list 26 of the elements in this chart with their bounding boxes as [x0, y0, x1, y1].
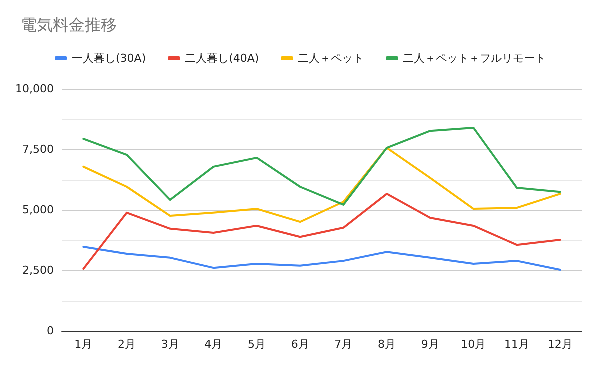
- legend-label: 二人＋ペット: [298, 52, 364, 65]
- line-series: [82, 126, 562, 206]
- chart-title: 電気料金推移: [21, 16, 117, 34]
- x-tick-label: 12月: [548, 338, 573, 351]
- x-tick-label: 2月: [118, 338, 136, 351]
- x-tick-label: 9月: [421, 338, 440, 351]
- line-series: [82, 246, 562, 272]
- line-series: [82, 147, 562, 224]
- y-tick-label: 5,000: [22, 204, 54, 216]
- x-tick-label: 4月: [204, 338, 223, 351]
- line-series: [82, 193, 562, 270]
- x-tick-label: 8月: [378, 338, 396, 351]
- legend-label: 二人＋ペット＋フルリモート: [403, 52, 546, 65]
- x-tick-label: 11月: [504, 338, 530, 351]
- y-tick-label: 2,500: [22, 264, 54, 277]
- x-tick-label: 3月: [161, 338, 180, 351]
- y-tick-label: 7,500: [22, 143, 54, 156]
- x-tick-label: 5月: [248, 338, 266, 351]
- x-tick-label: 6月: [291, 338, 310, 351]
- x-tick-label: 1月: [74, 338, 93, 351]
- legend-label: 二人暮し(40A): [185, 52, 260, 65]
- y-tick-label: 0: [47, 324, 54, 338]
- legend-label: 一人暮し(30A): [72, 52, 146, 65]
- x-tick-label: 10月: [461, 338, 486, 351]
- y-tick-label: 10,000: [16, 82, 54, 96]
- x-tick-label: 7月: [334, 338, 353, 351]
